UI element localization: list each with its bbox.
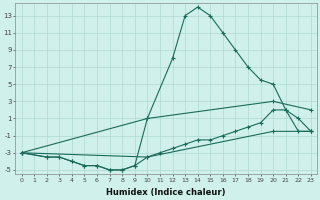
X-axis label: Humidex (Indice chaleur): Humidex (Indice chaleur): [107, 188, 226, 197]
